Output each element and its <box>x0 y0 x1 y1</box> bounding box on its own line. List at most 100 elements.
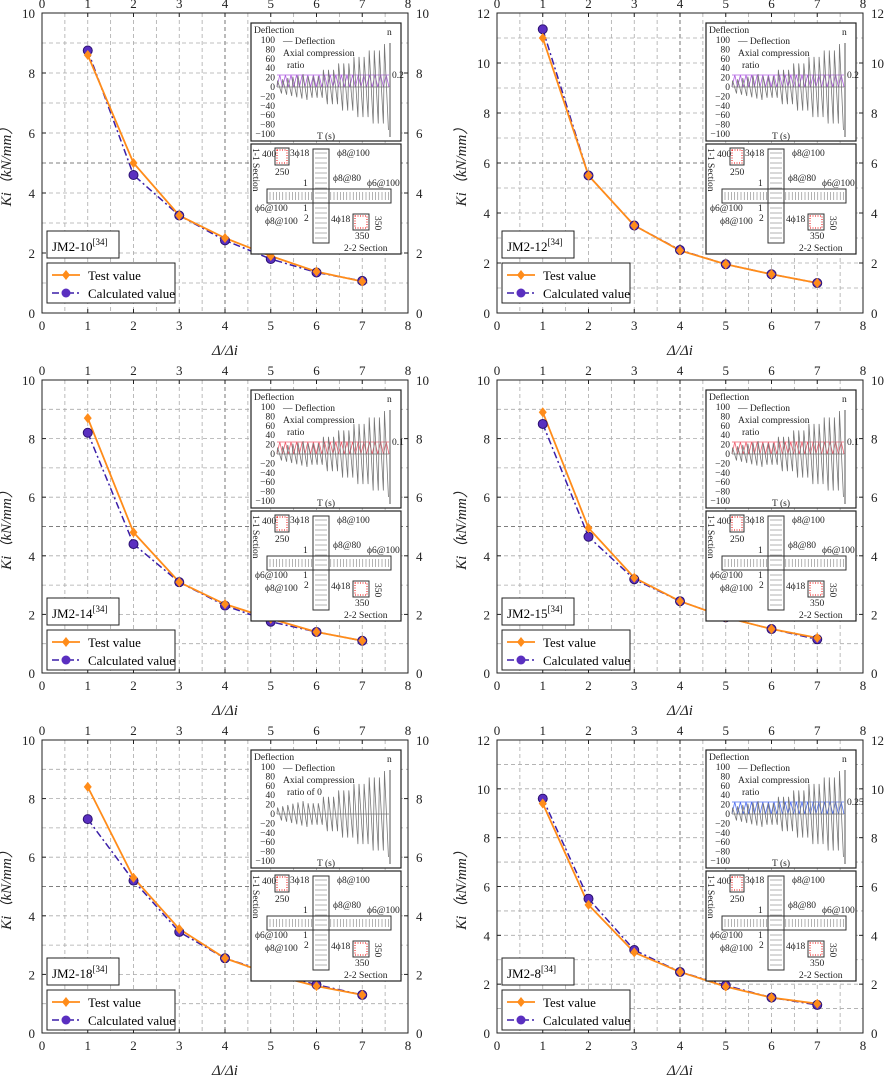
inset-y-tick: −80 <box>260 488 275 498</box>
inset-title: Deflection <box>709 25 749 36</box>
test-point <box>584 522 593 533</box>
x-tick-label: 8 <box>860 318 867 333</box>
section-annotation: 2-2 Section <box>344 971 388 981</box>
specimen-label: JM2-10[34] <box>46 230 120 259</box>
section-annotation: ϕ6@100 <box>710 204 743 214</box>
inset-y-tick: 100 <box>261 763 276 773</box>
legend-test-label: Test value <box>543 995 596 1010</box>
section-2-2 <box>352 940 370 958</box>
section-annotation: 250 <box>730 168 745 178</box>
x-top-tick-label: 3 <box>176 363 183 378</box>
section-annotation: ϕ8@100 <box>792 876 825 886</box>
x-tick-label: 2 <box>130 678 137 693</box>
section-annotation: 1 <box>758 204 763 214</box>
legend-test-label: Test value <box>543 635 596 650</box>
x-tick-label: 0 <box>494 1038 501 1053</box>
section-annotation: 1 <box>303 571 308 581</box>
section-annotation: 350 <box>827 583 837 598</box>
calculated-point <box>82 427 93 438</box>
x-axis-label: Δ/Δi <box>666 1063 693 1079</box>
legend-deflection: — Deflection <box>737 403 790 414</box>
x-tick-label: 2 <box>585 678 592 693</box>
x-top-tick-label: 2 <box>130 0 137 11</box>
section-annotation: 1-1 Section <box>705 148 715 192</box>
section-1-1 <box>274 147 290 166</box>
y-tick-label: 8 <box>484 831 491 846</box>
section-annotation: 1-1 Section <box>250 515 260 559</box>
legend-axial-2: ratio <box>287 428 305 438</box>
x-top-tick-label: 5 <box>268 723 275 738</box>
test-point <box>129 872 138 883</box>
x-top-tick-label: 0 <box>494 723 501 738</box>
test-point <box>221 233 229 243</box>
x-top-tick-label: 3 <box>631 0 638 11</box>
section-annotation: ϕ6@100 <box>255 571 288 581</box>
test-point <box>767 624 776 635</box>
y-tick-label: 0 <box>29 306 36 321</box>
x-top-tick-label: 0 <box>39 363 46 378</box>
test-point <box>221 599 229 610</box>
inset-y-tick: −60 <box>715 478 730 488</box>
y-tick-label: 2 <box>29 246 36 261</box>
svg-text:JM2-15[34]: JM2-15[34] <box>507 604 562 621</box>
legend: Test value Calculated value <box>501 262 631 304</box>
inset-y-tick: −40 <box>715 469 730 479</box>
inset-y-tick: 40 <box>266 431 276 441</box>
y-right-tick-label: 6 <box>871 490 878 505</box>
inset-y-tick: 40 <box>266 791 276 801</box>
y-tick-label: 0 <box>29 1026 36 1041</box>
inset-y-tick: 60 <box>266 422 276 432</box>
test-point <box>813 998 822 1009</box>
x-top-tick-label: 5 <box>723 363 730 378</box>
y-axis-label: Ki（kN/mm） <box>453 120 470 208</box>
y-right-tick-label: 10 <box>871 782 884 797</box>
x-top-tick-label: 1 <box>540 723 547 738</box>
y-tick-label: 4 <box>484 549 491 564</box>
legend-calc-label: Calculated value <box>543 653 630 668</box>
x-top-tick-label: 8 <box>860 0 867 11</box>
inset-title: Deflection <box>709 752 749 763</box>
section-annotation: 350 <box>827 943 837 958</box>
x-tick-label: 1 <box>540 318 547 333</box>
x-top-tick-label: 1 <box>85 363 92 378</box>
y-right-tick-label: 8 <box>416 66 423 81</box>
test-point <box>538 798 547 809</box>
section-annotation: 1 <box>758 571 763 581</box>
section-2-2 <box>352 580 370 598</box>
y-right-tick-label: 12 <box>871 6 884 21</box>
specimen-ref: [34] <box>547 237 562 247</box>
legend-calc-label: Calculated value <box>543 1013 630 1028</box>
legend-axial: Axial compression <box>738 416 810 426</box>
y-right-tick-label: 0 <box>416 306 423 321</box>
x-top-tick-label: 3 <box>631 363 638 378</box>
x-top-tick-label: 1 <box>85 723 92 738</box>
section-annotation: ϕ6@100 <box>255 204 288 214</box>
section-annotation: 250 <box>275 895 290 905</box>
x-tick-label: 3 <box>176 678 183 693</box>
inset-y-tick: −40 <box>260 829 275 839</box>
legend-axial-2: ratio <box>742 428 760 438</box>
y-right-tick-label: 8 <box>871 106 878 121</box>
x-tick-label: 2 <box>130 1038 137 1053</box>
time-label: T (s) <box>772 498 790 509</box>
section-2-2 <box>807 580 825 598</box>
section-2-2 <box>807 213 825 231</box>
section-annotation: 4ϕ18 <box>331 215 351 225</box>
section-annotation: ϕ8@100 <box>792 149 825 159</box>
section-annotation: ϕ8@80 <box>333 901 361 911</box>
x-tick-label: 5 <box>723 318 730 333</box>
calculated-point <box>537 24 548 35</box>
y-tick-label: 6 <box>484 490 491 505</box>
inset-y-tick: 0 <box>270 83 275 93</box>
x-tick-label: 5 <box>723 678 730 693</box>
section-annotation: 2 <box>304 214 309 224</box>
legend-test-marker <box>62 997 70 1007</box>
test-point <box>129 158 138 168</box>
x-axis-label: Δ/Δi <box>211 343 238 359</box>
axial-ratio-value: 0.1 <box>847 438 859 448</box>
inset-y-tick: −20 <box>260 459 275 469</box>
section-annotation: ϕ8@100 <box>337 876 370 886</box>
